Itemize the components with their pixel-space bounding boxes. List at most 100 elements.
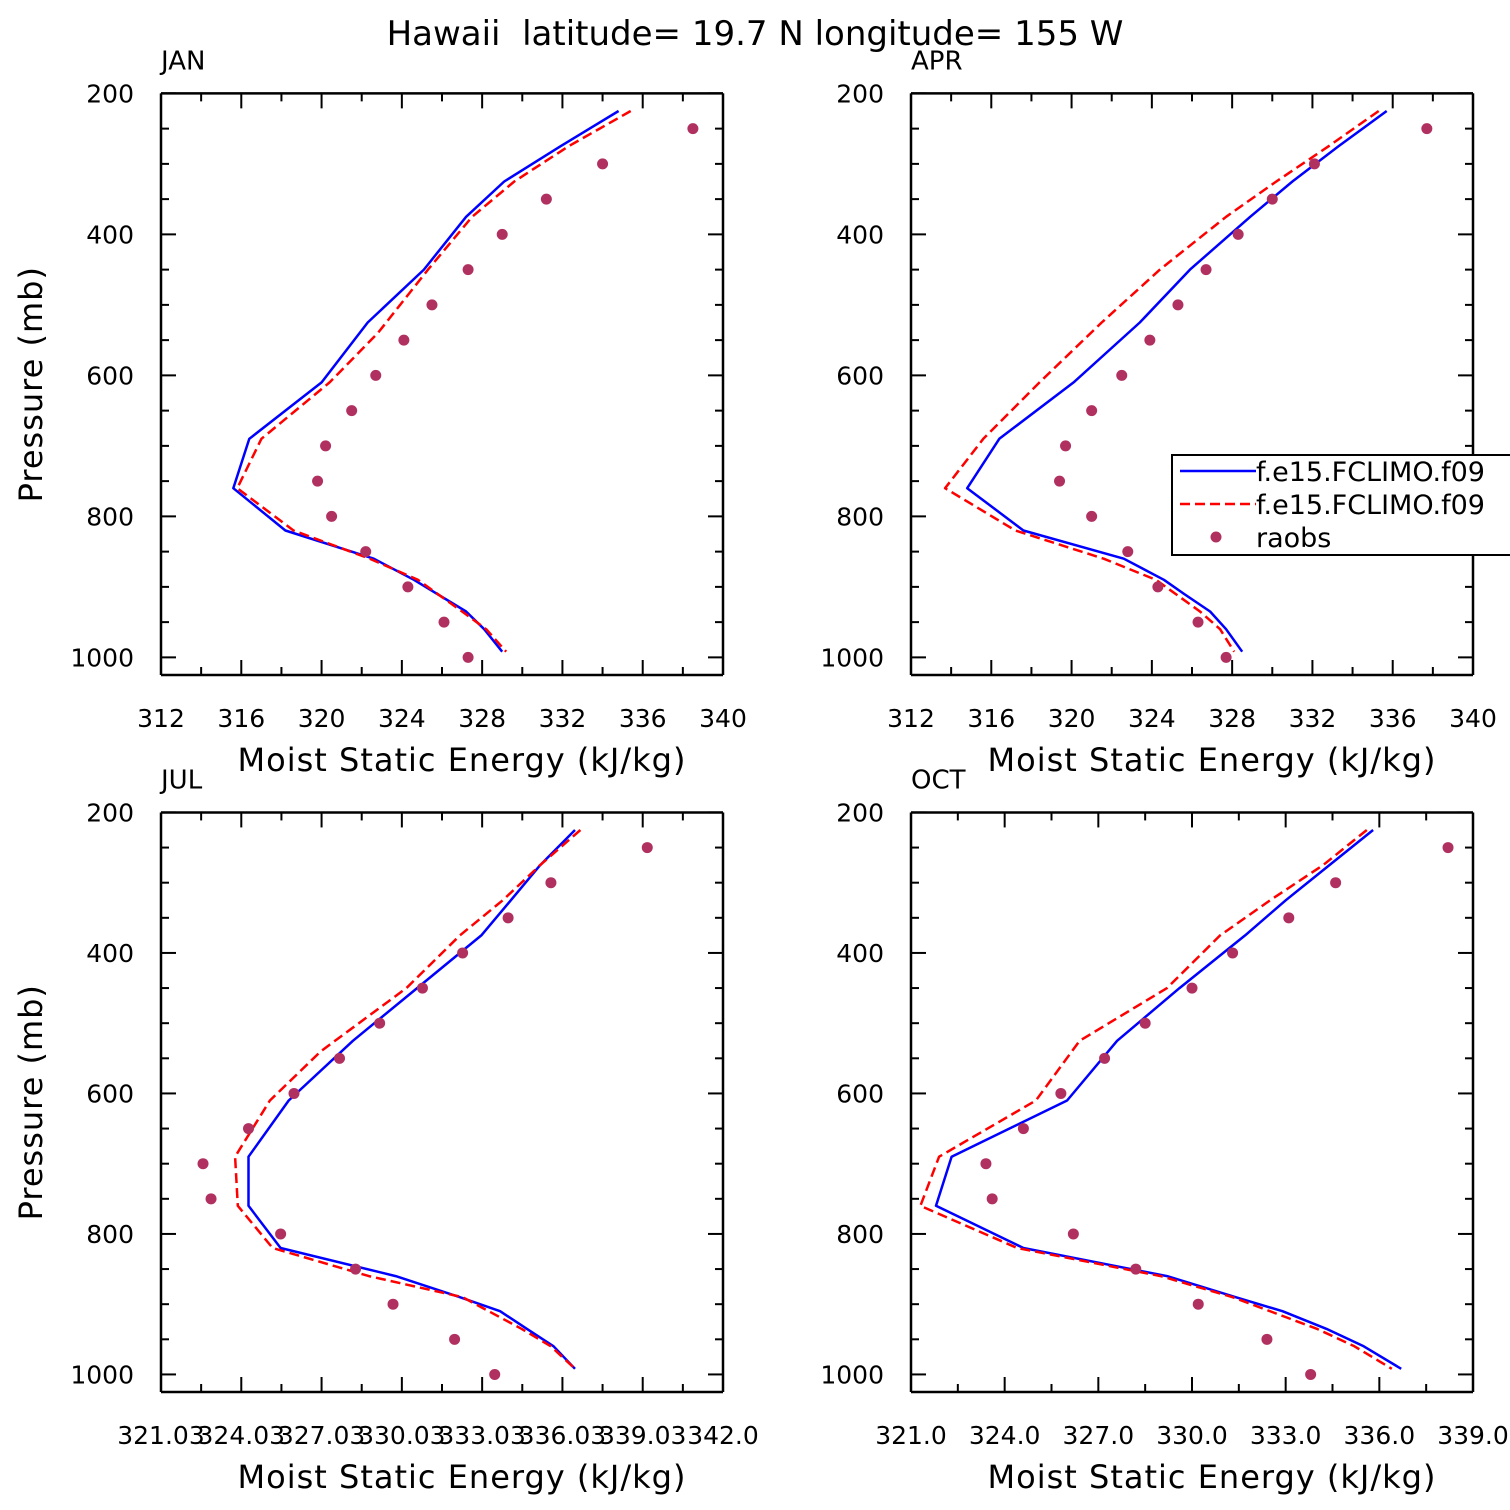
raobs-point xyxy=(346,405,358,417)
legend-label: f.e15.FCLIMO.f09 xyxy=(1256,490,1485,521)
legend-marker xyxy=(1210,531,1222,543)
raobs-point xyxy=(1116,369,1128,381)
raobs-point xyxy=(326,510,338,522)
x-tick-label: 324 xyxy=(378,704,426,733)
x-tick-label: 340 xyxy=(1449,704,1497,733)
x-tick-label: 324 xyxy=(1128,704,1176,733)
raobs-point xyxy=(1442,842,1454,854)
x-tick-label: 312 xyxy=(137,704,185,733)
y-axis-label: Pressure (mb) xyxy=(12,266,50,502)
model-line-dashed xyxy=(943,109,1380,653)
y-tick-label: 1000 xyxy=(70,1360,134,1389)
raobs-point xyxy=(597,158,609,170)
raobs-point xyxy=(370,369,382,381)
model-line-dashed xyxy=(233,829,582,1370)
x-tick-label: 333.03 xyxy=(438,1421,525,1450)
y-tick-label: 400 xyxy=(86,220,134,249)
raobs-point xyxy=(205,1193,217,1205)
y-tick-label: 800 xyxy=(86,1220,134,1249)
panel-jul: 200 400 600 800 1000 321.03324.03327.03330.03… xyxy=(12,765,759,1496)
figure-title: Hawaii latitude= 19.7 N longitude= 155 W xyxy=(387,14,1124,54)
x-axis-label: Moist Static Energy (kJ/kg) xyxy=(988,1458,1437,1496)
raobs-point xyxy=(1086,510,1098,522)
x-axis-label: Moist Static Energy (kJ/kg) xyxy=(988,741,1437,779)
x-tick-label: 333.0 xyxy=(1250,1421,1322,1450)
raobs-point xyxy=(1192,616,1204,628)
panel-title: JAN xyxy=(159,46,205,76)
raobs-point xyxy=(1227,947,1239,959)
raobs-point xyxy=(1152,581,1164,593)
raobs-point xyxy=(1186,982,1198,994)
raobs-point xyxy=(402,581,414,593)
raobs-point xyxy=(320,440,332,452)
raobs-point xyxy=(438,616,450,628)
raobs-point xyxy=(1192,1298,1204,1310)
raobs-point xyxy=(1099,1052,1111,1064)
raobs-point xyxy=(374,1017,386,1029)
x-tick-label: 327.03 xyxy=(278,1421,365,1450)
x-tick-label: 330.03 xyxy=(358,1421,445,1450)
x-tick-label: 312 xyxy=(887,704,935,733)
raobs-point xyxy=(1232,228,1244,240)
model-line-solid xyxy=(232,109,620,653)
raobs-point xyxy=(243,1123,255,1135)
panel-jan: 200 400 600 800 1000 312 316 320 324 328 332 336 340… xyxy=(12,46,747,779)
panel-title: OCT xyxy=(911,765,966,795)
raobs-point xyxy=(986,1193,998,1205)
x-tick-label: 324.0 xyxy=(969,1421,1041,1450)
x-tick-label: 316 xyxy=(217,704,265,733)
raobs-point xyxy=(449,1333,461,1345)
raobs-point xyxy=(1130,1263,1142,1275)
raobs-point xyxy=(288,1087,300,1099)
x-tick-label: 320 xyxy=(1048,704,1096,733)
y-tick-label: 400 xyxy=(836,220,884,249)
legend-label: raobs xyxy=(1256,523,1331,554)
x-tick-label: 332 xyxy=(1289,704,1337,733)
raobs-point xyxy=(502,912,514,924)
x-axis-label: Moist Static Energy (kJ/kg) xyxy=(238,741,687,779)
x-tick-label: 321.03 xyxy=(117,1421,204,1450)
raobs-point xyxy=(1122,546,1134,558)
raobs-point xyxy=(545,877,557,889)
raobs-point xyxy=(312,475,324,487)
raobs-point xyxy=(540,193,552,205)
x-tick-label: 336 xyxy=(619,704,667,733)
x-tick-label: 339.03 xyxy=(599,1421,686,1450)
raobs-point xyxy=(275,1228,287,1240)
y-tick-label: 600 xyxy=(836,1079,884,1108)
raobs-point xyxy=(360,546,372,558)
y-tick-label: 600 xyxy=(836,361,884,390)
y-tick-label: 1000 xyxy=(820,643,884,672)
panels: 200 400 600 800 1000 312 316 320 324 328 332 336 340… xyxy=(12,46,1509,1496)
x-tick-label: 328 xyxy=(458,704,506,733)
raobs-point xyxy=(1172,299,1184,311)
raobs-point xyxy=(197,1158,209,1170)
raobs-point xyxy=(398,334,410,346)
raobs-point xyxy=(416,982,428,994)
raobs-point xyxy=(1054,475,1066,487)
y-tick-label: 800 xyxy=(836,502,884,531)
y-tick-label: 200 xyxy=(836,798,884,827)
raobs-point xyxy=(1220,651,1232,663)
y-tick-label: 600 xyxy=(86,1079,134,1108)
raobs-point xyxy=(1067,1228,1079,1240)
y-tick-label: 800 xyxy=(86,502,134,531)
raobs-point xyxy=(1308,158,1320,170)
raobs-point xyxy=(496,228,508,240)
panel-title: JUL xyxy=(159,765,203,795)
y-tick-label: 200 xyxy=(86,79,134,108)
raobs-point xyxy=(1139,1017,1151,1029)
x-tick-label: 332 xyxy=(539,704,587,733)
raobs-point xyxy=(1055,1087,1067,1099)
x-tick-label: 316 xyxy=(967,704,1015,733)
raobs-point xyxy=(1086,405,1098,417)
raobs-point xyxy=(1261,1333,1273,1345)
raobs-point xyxy=(334,1052,346,1064)
raobs-point xyxy=(1144,334,1156,346)
model-line-solid xyxy=(247,829,576,1370)
raobs-point xyxy=(387,1298,399,1310)
model-line-solid xyxy=(934,829,1402,1370)
raobs-point xyxy=(1330,877,1342,889)
